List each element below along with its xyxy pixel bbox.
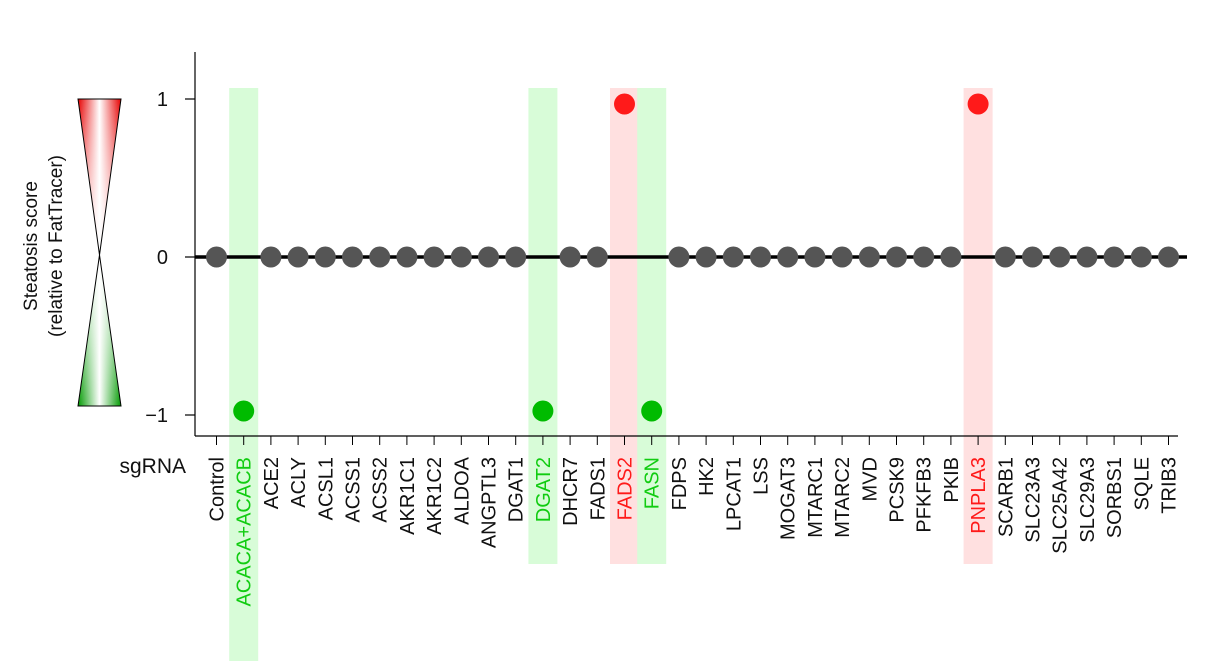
data-point-mvd <box>858 246 880 268</box>
data-point-slc23a3 <box>1022 246 1043 268</box>
data-point-dgat1 <box>505 246 527 268</box>
data-point-pnpla3 <box>967 93 989 115</box>
category-label: SORBS1 <box>1104 457 1126 538</box>
data-point-fads2 <box>614 93 635 115</box>
category-label: FASN <box>642 457 664 509</box>
data-point-dhcr7 <box>559 246 581 268</box>
y-axis-title-line2: (relative to FatTracer) <box>46 155 67 337</box>
category-label: DGAT1 <box>506 457 528 522</box>
category-label: ACE2 <box>261 457 283 509</box>
data-point-hk2 <box>695 246 717 268</box>
category-label: PNPLA3 <box>968 457 990 534</box>
highlight-band-fads2 <box>610 88 639 564</box>
data-point-pkib <box>940 246 962 268</box>
category-label: ACSS2 <box>370 457 392 523</box>
category-label: PCSK9 <box>887 457 909 523</box>
data-point-pfkfb3 <box>913 246 935 268</box>
category-label: MTARC1 <box>805 457 827 538</box>
x-ticks <box>216 436 1169 445</box>
y-ticks: 1 0 −1 <box>145 89 195 427</box>
category-label: FADS1 <box>587 457 609 520</box>
data-point-lpcat1 <box>722 246 744 268</box>
category-labels: Control ACACA+ACACB ACE2 ACLY ACSL1 ACSS1 ACSS… <box>207 456 1181 606</box>
category-label: SCARB1 <box>995 457 1017 537</box>
category-label: FADS2 <box>615 457 637 520</box>
data-point-akr1c2 <box>423 246 445 268</box>
data-point-trib3 <box>1158 246 1179 268</box>
data-point-lss <box>750 246 771 268</box>
category-label: PFKFB3 <box>914 457 936 533</box>
category-label: MTARC2 <box>832 457 854 538</box>
category-label: ACSL1 <box>315 457 337 520</box>
data-point-scarb1 <box>994 246 1016 268</box>
category-label: SLC23A3 <box>1023 457 1045 543</box>
data-point-sorbs1 <box>1103 246 1125 268</box>
category-label: DGAT2 <box>533 457 555 522</box>
data-point-mogat3 <box>777 246 799 268</box>
data-point-dgat2 <box>532 400 554 422</box>
data-point-acly <box>287 246 309 268</box>
category-label: MVD <box>859 457 881 501</box>
category-label: SQLE <box>1131 457 1153 510</box>
category-label: HK2 <box>696 457 718 496</box>
highlight-band-fasn <box>637 88 667 564</box>
highlight-band-pnpla3 <box>963 88 993 564</box>
category-label: ACSS1 <box>343 457 365 523</box>
x-axis-prefix: sgRNA <box>119 455 186 478</box>
data-point-fasn <box>641 400 663 422</box>
data-point-acsl1 <box>314 246 336 268</box>
category-label: ANGPTL3 <box>479 457 501 548</box>
data-point-ace2 <box>260 246 282 268</box>
category-label: SLC25A42 <box>1050 457 1072 554</box>
category-label: AKR1C2 <box>424 457 446 535</box>
data-point-mtarc1 <box>804 246 826 268</box>
data-point-slc25a42 <box>1049 246 1071 268</box>
data-point-angptl3 <box>478 246 499 268</box>
category-label: DHCR7 <box>560 457 582 526</box>
category-label: Control <box>207 457 229 521</box>
y-tick-label: 1 <box>157 89 168 111</box>
category-label: TRIB3 <box>1159 457 1181 514</box>
score-direction-indicator <box>77 98 122 407</box>
data-point-mtarc2 <box>831 246 853 268</box>
category-label: PKIB <box>941 457 963 503</box>
data-point-acss2 <box>369 246 391 268</box>
y-tick-label: −1 <box>145 405 168 427</box>
category-label: ACLY <box>288 457 310 508</box>
category-label: MOGAT3 <box>778 457 800 540</box>
y-tick-label: 0 <box>157 247 168 269</box>
category-label: LPCAT1 <box>723 457 745 531</box>
data-point-sqle <box>1130 246 1152 268</box>
data-point-akr1c1 <box>396 246 418 268</box>
category-label: LSS <box>751 457 773 495</box>
category-label: SLC29A3 <box>1077 457 1099 543</box>
data-point-pcsk9 <box>886 246 907 268</box>
data-points <box>206 93 1179 422</box>
data-point-slc29a3 <box>1076 246 1098 268</box>
category-label: ACACA+ACACB <box>234 457 256 607</box>
data-point-fdps <box>668 246 690 268</box>
category-label: FDPS <box>669 457 691 510</box>
y-axis-title-line1: Steatosis score <box>21 181 42 311</box>
data-point-acaca-acacb <box>233 400 255 422</box>
data-point-control <box>206 246 227 268</box>
highlight-band-dgat2 <box>528 88 558 564</box>
highlight-bands <box>229 88 993 661</box>
category-label: AKR1C1 <box>397 457 419 535</box>
data-point-fads1 <box>586 246 608 268</box>
category-label: ALDOA <box>451 456 473 524</box>
data-point-aldoa <box>450 246 472 268</box>
highlight-band-acaca-acacb <box>229 88 259 661</box>
data-point-acss1 <box>342 246 363 268</box>
